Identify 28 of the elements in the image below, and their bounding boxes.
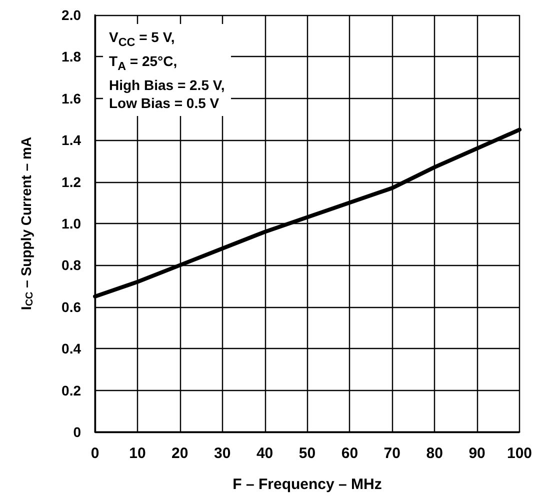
y-tick-label: 0.8 xyxy=(62,257,82,274)
y-tick-label: 0.2 xyxy=(62,382,82,398)
annotation: V$_{CC}$ = 5 V, xyxy=(109,28,176,51)
x-tick-label: 0 xyxy=(90,445,100,462)
y-tick-label: 0 xyxy=(73,424,82,440)
x-tick-label: 30 xyxy=(214,445,231,462)
y-tick-label: 0.6 xyxy=(62,298,82,315)
x-axis-title: F – Frequency – MHz xyxy=(232,476,382,493)
y-tick-label: 2.0 xyxy=(62,7,82,23)
y-tick-label: 1.4 xyxy=(62,132,82,148)
y-tick-label: 1.2 xyxy=(62,174,82,190)
x-tick-label: 20 xyxy=(172,445,188,462)
x-tick-label: 60 xyxy=(341,445,358,462)
x-tick-label: 40 xyxy=(256,445,274,462)
x-tick-label: 70 xyxy=(384,445,400,462)
x-tick-label: 10 xyxy=(129,445,146,462)
annotation: Low Bias = 0.5 V xyxy=(109,94,220,112)
y-axis-title: ICC – Supply Current – mA xyxy=(18,136,36,310)
y-tick-label: 1.0 xyxy=(62,216,82,232)
y-tick-label: 1.6 xyxy=(62,90,82,106)
x-tick-label: 50 xyxy=(298,445,316,462)
x-tick-label: 90 xyxy=(468,445,486,462)
y-tick-label: 1.8 xyxy=(62,48,82,65)
x-tick-label: 80 xyxy=(426,445,443,462)
annotation: High Bias = 2.5 V, xyxy=(109,76,225,94)
annotation: T$_{A}$ = 25°C, xyxy=(109,52,178,75)
x-tick-label: 100 xyxy=(506,445,532,462)
y-tick-label: 0.4 xyxy=(62,340,82,357)
